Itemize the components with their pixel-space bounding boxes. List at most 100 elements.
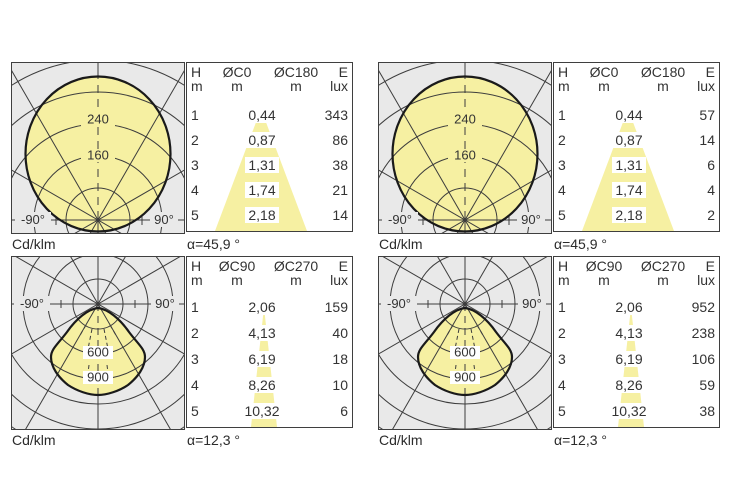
col-unit-illuminance: lux	[697, 272, 715, 288]
angle-label-left: -90°	[388, 212, 412, 227]
height-cell: 1	[191, 299, 199, 315]
beam-angle-label: α=45,9 °	[554, 236, 608, 252]
illuminance-cell: 10	[332, 377, 348, 393]
height-cell: 5	[191, 207, 199, 223]
beam-angle-label: α=12,3 °	[187, 432, 241, 448]
table-row: 1 2,06 952	[554, 295, 719, 320]
polar-unit-label: Cd/klm	[379, 432, 423, 448]
col-header-c90: ØC90	[585, 258, 623, 274]
cone-diagram-table: H m ØC0 m ØC180 m E lux 1 0,44 57 2 0,87…	[553, 62, 720, 232]
col-header-c180: ØC180	[273, 64, 319, 80]
angle-label-left: -90°	[21, 212, 45, 227]
photometric-panel-bottom-right: 600 900 -90° 90° H m ØC90 m ØC270 m E lu…	[378, 256, 726, 452]
beam-angle-label: α=12,3 °	[554, 432, 608, 448]
cone-diagram-table: H m ØC90 m ØC270 m E lux 1 2,06 159 2 4,…	[186, 256, 353, 428]
table-row: 3 6,19 18	[187, 347, 352, 372]
height-cell: 4	[191, 377, 199, 393]
curve-value-label-outer: 600	[454, 345, 476, 360]
illuminance-cell: 86	[332, 132, 348, 148]
height-cell: 1	[558, 299, 566, 315]
col-unit-illuminance: lux	[697, 78, 715, 94]
illuminance-cell: 21	[332, 182, 348, 198]
table-row: 3 1,31 38	[187, 153, 352, 178]
height-cell: 2	[558, 132, 566, 148]
angle-label-right: 90°	[521, 212, 541, 227]
intensity-curve-outline	[391, 75, 539, 233]
diameter-cell: 4,13	[612, 325, 646, 341]
angle-label-right: 90°	[154, 212, 174, 227]
illuminance-cell: 6	[340, 403, 348, 419]
height-cell: 4	[191, 182, 199, 198]
table-row: 5 2,18 2	[554, 203, 719, 228]
diameter-cell: 4,13	[245, 325, 279, 341]
height-cell: 4	[558, 182, 566, 198]
illuminance-cell: 59	[699, 377, 715, 393]
illuminance-cell: 6	[707, 157, 715, 173]
col-unit-c180: m	[657, 78, 669, 94]
polar-diagram: 240 160 -90° 90°	[378, 62, 552, 234]
diameter-cell: 2,06	[612, 299, 646, 315]
col-header-c270: ØC270	[273, 258, 319, 274]
col-header-c180: ØC180	[640, 64, 686, 80]
light-cone-graphic	[251, 307, 277, 427]
table-row: 4 8,26 59	[554, 373, 719, 398]
polar-unit-label: Cd/klm	[12, 236, 56, 252]
polar-diagram: 600 900 -90° 90°	[11, 256, 185, 430]
height-cell: 5	[558, 207, 566, 223]
curve-value-label-inner: 160	[454, 148, 476, 163]
height-cell: 4	[558, 377, 566, 393]
col-header-illuminance: E	[705, 258, 715, 274]
height-cell: 3	[558, 351, 566, 367]
col-unit-c270: m	[290, 272, 302, 288]
curve-value-label-outer: 240	[87, 112, 109, 127]
col-unit-illuminance: lux	[330, 78, 348, 94]
angle-label-left: -90°	[20, 296, 44, 311]
polar-grid	[12, 257, 184, 429]
polar-diagram-svg: 240 160 -90° 90°	[12, 63, 184, 233]
polar-diagram: 600 900 -90° 90°	[378, 256, 552, 430]
table-row: 5 2,18 14	[187, 203, 352, 228]
table-row: 3 6,19 106	[554, 347, 719, 372]
table-row: 1 0,44 57	[554, 103, 719, 128]
height-cell: 1	[558, 107, 566, 123]
col-unit-c0: m	[598, 78, 610, 94]
col-header-height: H	[191, 64, 202, 80]
diameter-cell: 6,19	[612, 351, 646, 367]
table-row: 2 4,13 40	[187, 321, 352, 346]
col-header-height: H	[558, 64, 569, 80]
col-header-illuminance: E	[338, 64, 348, 80]
curve-value-label-outer: 240	[454, 112, 476, 127]
curve-value-label-inner: 160	[87, 148, 109, 163]
diameter-cell: 2,06	[245, 299, 279, 315]
angle-label-right: 90°	[522, 296, 542, 311]
table-row: 1 0,44 343	[187, 103, 352, 128]
polar-diagram-svg: 600 900 -90° 90°	[379, 257, 551, 429]
height-cell: 1	[191, 107, 199, 123]
illuminance-cell: 40	[332, 325, 348, 341]
col-unit-c270: m	[657, 272, 669, 288]
photometric-panel-bottom-left: 600 900 -90° 90° H m ØC90 m ØC270 m E lu…	[11, 256, 359, 452]
table-row: 2 0,87 14	[554, 128, 719, 153]
table-row: 1 2,06 159	[187, 295, 352, 320]
diameter-cell: 8,26	[245, 377, 279, 393]
height-cell: 3	[191, 157, 199, 173]
col-unit-c90: m	[598, 272, 610, 288]
col-header-illuminance: E	[705, 64, 715, 80]
cone-diagram-table: H m ØC90 m ØC270 m E lux 1 2,06 952 2 4,…	[553, 256, 720, 428]
light-cone-graphic	[618, 307, 644, 427]
intensity-curve-outline	[416, 306, 514, 397]
diameter-cell: 0,87	[612, 132, 646, 148]
diameter-cell: 1,74	[245, 182, 279, 198]
angle-label-left: -90°	[387, 296, 411, 311]
col-unit-height: m	[558, 78, 570, 94]
curve-value-label-inner: 900	[454, 370, 476, 385]
col-header-height: H	[191, 258, 202, 274]
curve-value-label-inner: 900	[87, 370, 109, 385]
intensity-curve-outline	[49, 306, 147, 397]
col-header-c90: ØC90	[218, 258, 256, 274]
table-row: 4 8,26 10	[187, 373, 352, 398]
table-row: 4 1,74 21	[187, 178, 352, 203]
diameter-cell: 6,19	[245, 351, 279, 367]
table-row: 2 0,87 86	[187, 128, 352, 153]
